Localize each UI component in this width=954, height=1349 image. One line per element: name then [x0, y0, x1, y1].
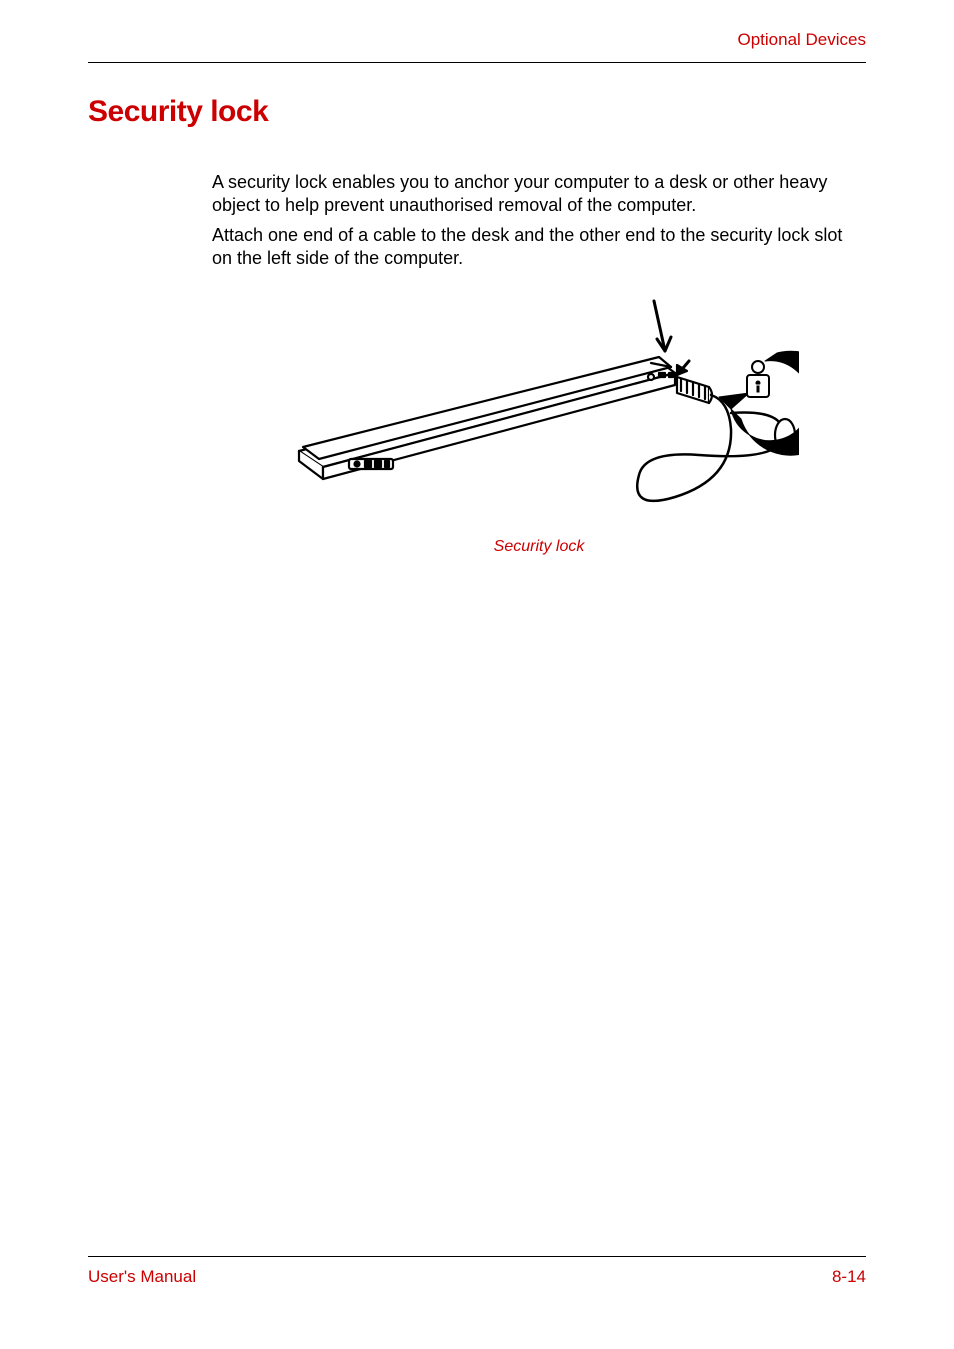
- running-title: Optional Devices: [737, 30, 866, 49]
- paragraph-1: A security lock enables you to anchor yo…: [212, 171, 858, 218]
- page-header: Optional Devices: [88, 30, 866, 63]
- figure: Security lock: [212, 289, 866, 556]
- page-footer: User's Manual 8-14: [88, 1256, 866, 1287]
- body-text: A security lock enables you to anchor yo…: [212, 171, 858, 271]
- paragraph-2: Attach one end of a cable to the desk an…: [212, 224, 858, 271]
- section-title: Security lock: [88, 95, 866, 129]
- figure-caption: Security lock: [212, 538, 866, 556]
- footer-right: 8-14: [832, 1267, 866, 1287]
- footer-left: User's Manual: [88, 1267, 196, 1287]
- page: Optional Devices Security lock A securit…: [0, 0, 954, 1349]
- security-lock-illustration: [279, 289, 799, 534]
